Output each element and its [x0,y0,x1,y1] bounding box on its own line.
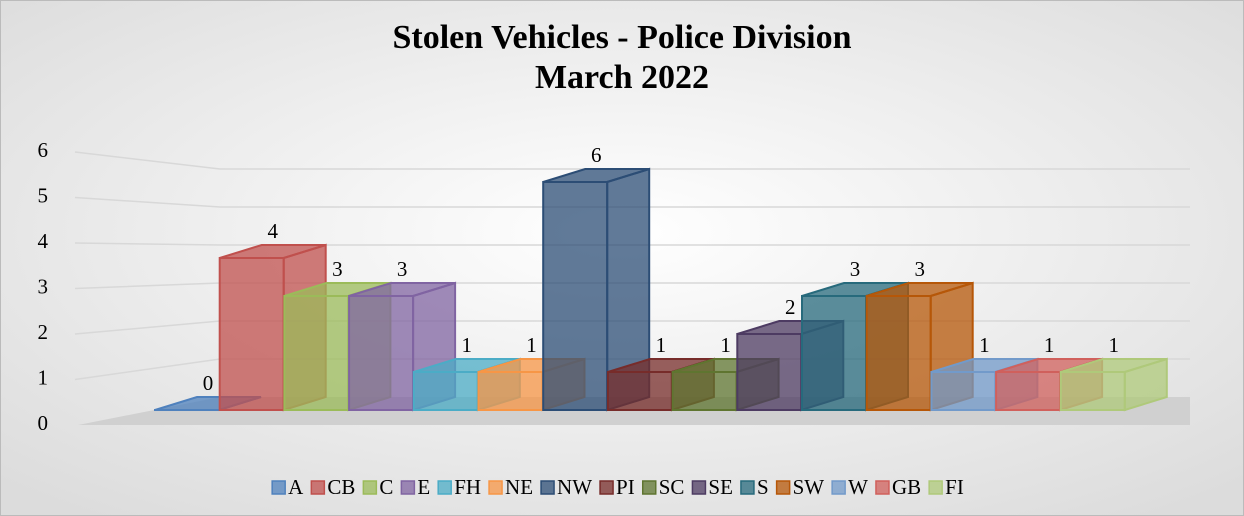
legend-swatch [437,480,452,495]
legend-label: NW [557,475,592,499]
bar-front [542,181,609,411]
bar-front [477,371,544,411]
bar-front [606,371,673,411]
legend-swatch [362,480,378,495]
legend-label: PI [616,475,635,499]
data-label: 1 [1109,333,1120,357]
y-tick-label: 4 [38,229,49,253]
legend-swatch [831,480,846,495]
chart-subtitle: March 2022 [535,59,709,96]
legend-swatch [641,480,657,495]
bar-front [995,371,1062,411]
y-tick-label: 1 [38,365,49,389]
legend-swatch [740,480,755,495]
bar-front [412,371,479,411]
legend-label: SC [659,475,685,499]
y-tick-label: 0 [38,411,49,435]
legend-swatch [775,480,791,495]
legend-label: SE [708,475,733,499]
legend-label: E [417,475,430,499]
data-label: 1 [1044,333,1055,357]
legend-label: SW [793,475,825,499]
bar-front [865,295,932,411]
bar [1059,357,1168,412]
y-tick-label: 2 [38,320,49,344]
data-label: 1 [462,333,473,357]
bar [542,167,651,412]
legend-swatch [400,480,416,495]
data-label: 4 [267,219,278,243]
bar-front [1059,371,1126,411]
grid-line [74,196,1190,208]
data-label: 3 [397,257,408,281]
y-tick-label: 3 [38,274,49,298]
legend-label: C [379,475,393,499]
bar-front [348,295,415,411]
data-label: 3 [914,257,925,281]
bar-front [283,295,350,411]
legend-swatch [875,480,890,495]
grid-line [74,151,1190,170]
legend-swatch [928,480,943,495]
data-label: 3 [850,257,861,281]
data-label: 0 [203,371,214,395]
bar-front [801,295,867,411]
y-tick-label: 5 [38,183,49,207]
y-tick-label: 6 [38,138,49,162]
grid-line [74,242,1190,246]
legend-label: W [848,475,868,499]
data-label: 1 [656,333,667,357]
legend-swatch [310,480,326,495]
data-label: 2 [785,295,796,319]
legend-label: NE [505,475,533,499]
legend-swatch [599,480,614,495]
legend-swatch [540,480,555,495]
legend-label: A [288,475,304,499]
bar-front [930,371,997,411]
data-label: 1 [526,333,537,357]
bar-front [671,371,738,411]
legend-label: CB [327,475,355,499]
data-label: 1 [720,333,731,357]
bar [348,281,457,412]
legend-label: GB [892,475,921,499]
legend-swatch [488,480,503,495]
legend-swatch [271,480,286,495]
legend-label: FH [454,475,481,499]
bar-front [218,257,285,411]
data-label: 3 [332,257,343,281]
chart-title: Stolen Vehicles - Police Division [393,19,852,56]
legend-swatch [691,480,707,495]
data-label: 6 [591,143,602,167]
data-label: 1 [979,333,990,357]
bar-front [736,333,803,411]
legend-label: S [757,475,769,499]
legend-label: FI [945,475,964,499]
